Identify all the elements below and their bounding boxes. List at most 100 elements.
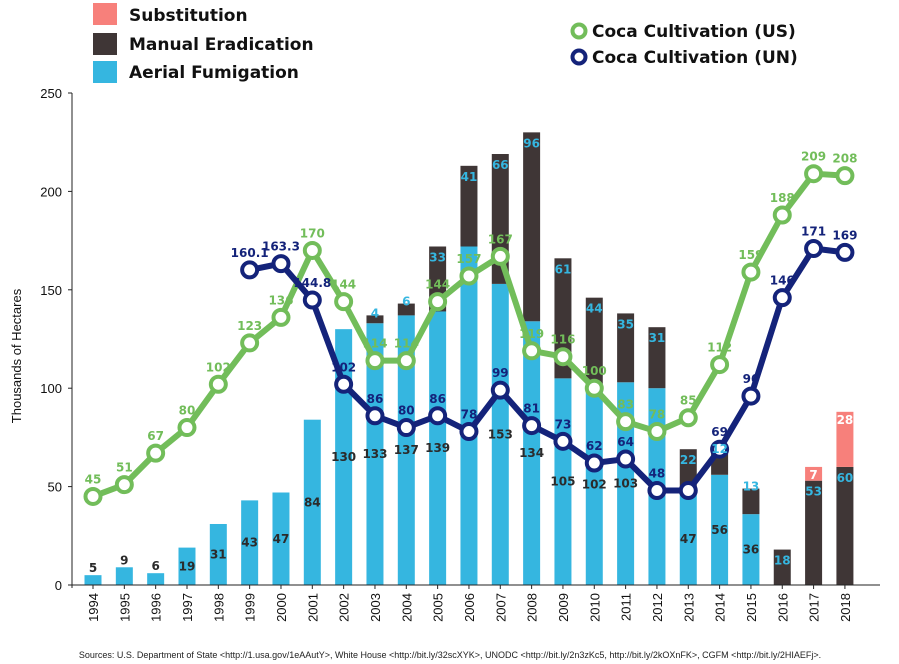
legend-label-us: Coca Cultivation (US) (592, 22, 796, 42)
bars (84, 132, 854, 585)
bar-label-manual: 61 (555, 262, 572, 276)
x-tick-label: 2014 (713, 593, 728, 622)
bar-label-aerial: 137 (394, 443, 419, 457)
bar-aerial (429, 311, 447, 585)
legend: Substitution Manual Eradication Aerial F… (93, 3, 798, 83)
bar-label-manual: 41 (461, 170, 478, 184)
point-un (365, 406, 385, 426)
bar-label-aerial: 31 (210, 547, 227, 561)
bar-label-manual: 4 (371, 306, 379, 320)
legend-label-aerial: Aerial Fumigation (129, 63, 299, 83)
point-us (710, 355, 730, 375)
point-us (804, 164, 824, 184)
x-tick-label: 2016 (775, 593, 790, 622)
line-label-un: 86 (367, 392, 384, 406)
x-tick-label: 2002 (337, 593, 352, 622)
bar-label-manual: 18 (774, 554, 791, 568)
point-us (741, 262, 761, 282)
bar-label-aerial: 47 (273, 532, 290, 546)
bar-aerial (303, 419, 321, 585)
line-label-un: 171 (801, 224, 826, 238)
point-us (835, 166, 855, 186)
point-us (240, 333, 260, 353)
bar-aerial (272, 492, 290, 585)
x-tick-label: 1999 (243, 593, 258, 622)
line-label-us: 136 (268, 293, 293, 307)
x-tick-label: 2006 (462, 593, 477, 622)
line-label-un: 146 (770, 274, 795, 288)
bar-manual (523, 132, 541, 322)
legend-label-substitution: Substitution (129, 6, 248, 26)
line-label-un: 163.3 (262, 240, 300, 254)
bar-label-aerial: 103 (613, 477, 638, 491)
x-tick-label: 1995 (117, 593, 132, 622)
bar-label-manual: 60 (837, 471, 854, 485)
sources-note: Sources: U.S. Department of State <http:… (79, 650, 821, 660)
bar-aerial (554, 378, 572, 585)
bar-aerial (366, 323, 384, 585)
bar-label-manual: 33 (429, 251, 446, 265)
point-un (302, 290, 322, 310)
bar-manual (397, 303, 415, 316)
point-un (553, 431, 573, 451)
line-label-us: 100 (582, 364, 607, 378)
line-label-us: 78 (649, 407, 666, 421)
line-label-un: 69 (711, 425, 728, 439)
bar-manual (585, 297, 603, 385)
y-tick-label: 150 (40, 283, 62, 298)
line-label-us: 45 (85, 472, 102, 486)
bar-aerial (115, 567, 133, 585)
bar-label-aerial: 47 (680, 532, 697, 546)
point-us (522, 341, 542, 361)
bar-manual (773, 549, 791, 585)
bar-aerial (241, 500, 259, 585)
line-label-us: 144 (331, 278, 356, 292)
y-tick-label: 100 (40, 381, 62, 396)
line-label-un: 48 (649, 467, 666, 481)
point-un (428, 406, 448, 426)
bar-label-aerial: 43 (241, 536, 258, 550)
x-tick-label: 2004 (399, 593, 414, 622)
legend-swatch-substitution (93, 3, 117, 25)
x-tick-label: 2003 (368, 593, 383, 622)
bar-label-aerial: 9 (120, 553, 128, 567)
point-us (114, 475, 134, 495)
line-label-us: 116 (550, 333, 575, 347)
y-tick-label: 250 (40, 86, 62, 101)
x-tick-label: 1994 (86, 593, 101, 622)
line-label-us: 208 (832, 152, 857, 166)
line-label-us: 209 (801, 150, 826, 164)
point-us (146, 443, 166, 463)
point-un (490, 380, 510, 400)
bar-aerial (742, 514, 760, 585)
point-us (83, 486, 103, 506)
bar-label-substitution: 7 (809, 468, 817, 482)
point-us (271, 307, 291, 327)
bar-aerial (84, 575, 102, 585)
point-us (208, 374, 228, 394)
line-label-un: 86 (429, 392, 446, 406)
x-tick-label: 2007 (493, 593, 508, 622)
bar-manual (366, 315, 384, 324)
point-us (177, 418, 197, 438)
point-un (772, 288, 792, 308)
line-label-un: 73 (555, 417, 572, 431)
y-tick-label: 50 (48, 480, 62, 495)
point-un (647, 481, 667, 501)
legend-swatch-aerial (93, 61, 117, 83)
bar-label-manual: 44 (586, 302, 603, 316)
point-un (334, 374, 354, 394)
line-label-us: 67 (147, 429, 164, 443)
x-tick-label: 2013 (681, 593, 696, 622)
legend-marker-us (570, 22, 588, 40)
bar-substitution (836, 411, 854, 467)
bar-label-aerial: 36 (743, 543, 760, 557)
point-us (772, 205, 792, 225)
bar-aerial (209, 523, 227, 585)
line-label-us: 159 (738, 248, 763, 262)
bar-aerial (711, 474, 729, 585)
bar-aerial (460, 246, 478, 585)
point-un (240, 260, 260, 280)
bar-manual (836, 466, 854, 585)
point-us (584, 378, 604, 398)
